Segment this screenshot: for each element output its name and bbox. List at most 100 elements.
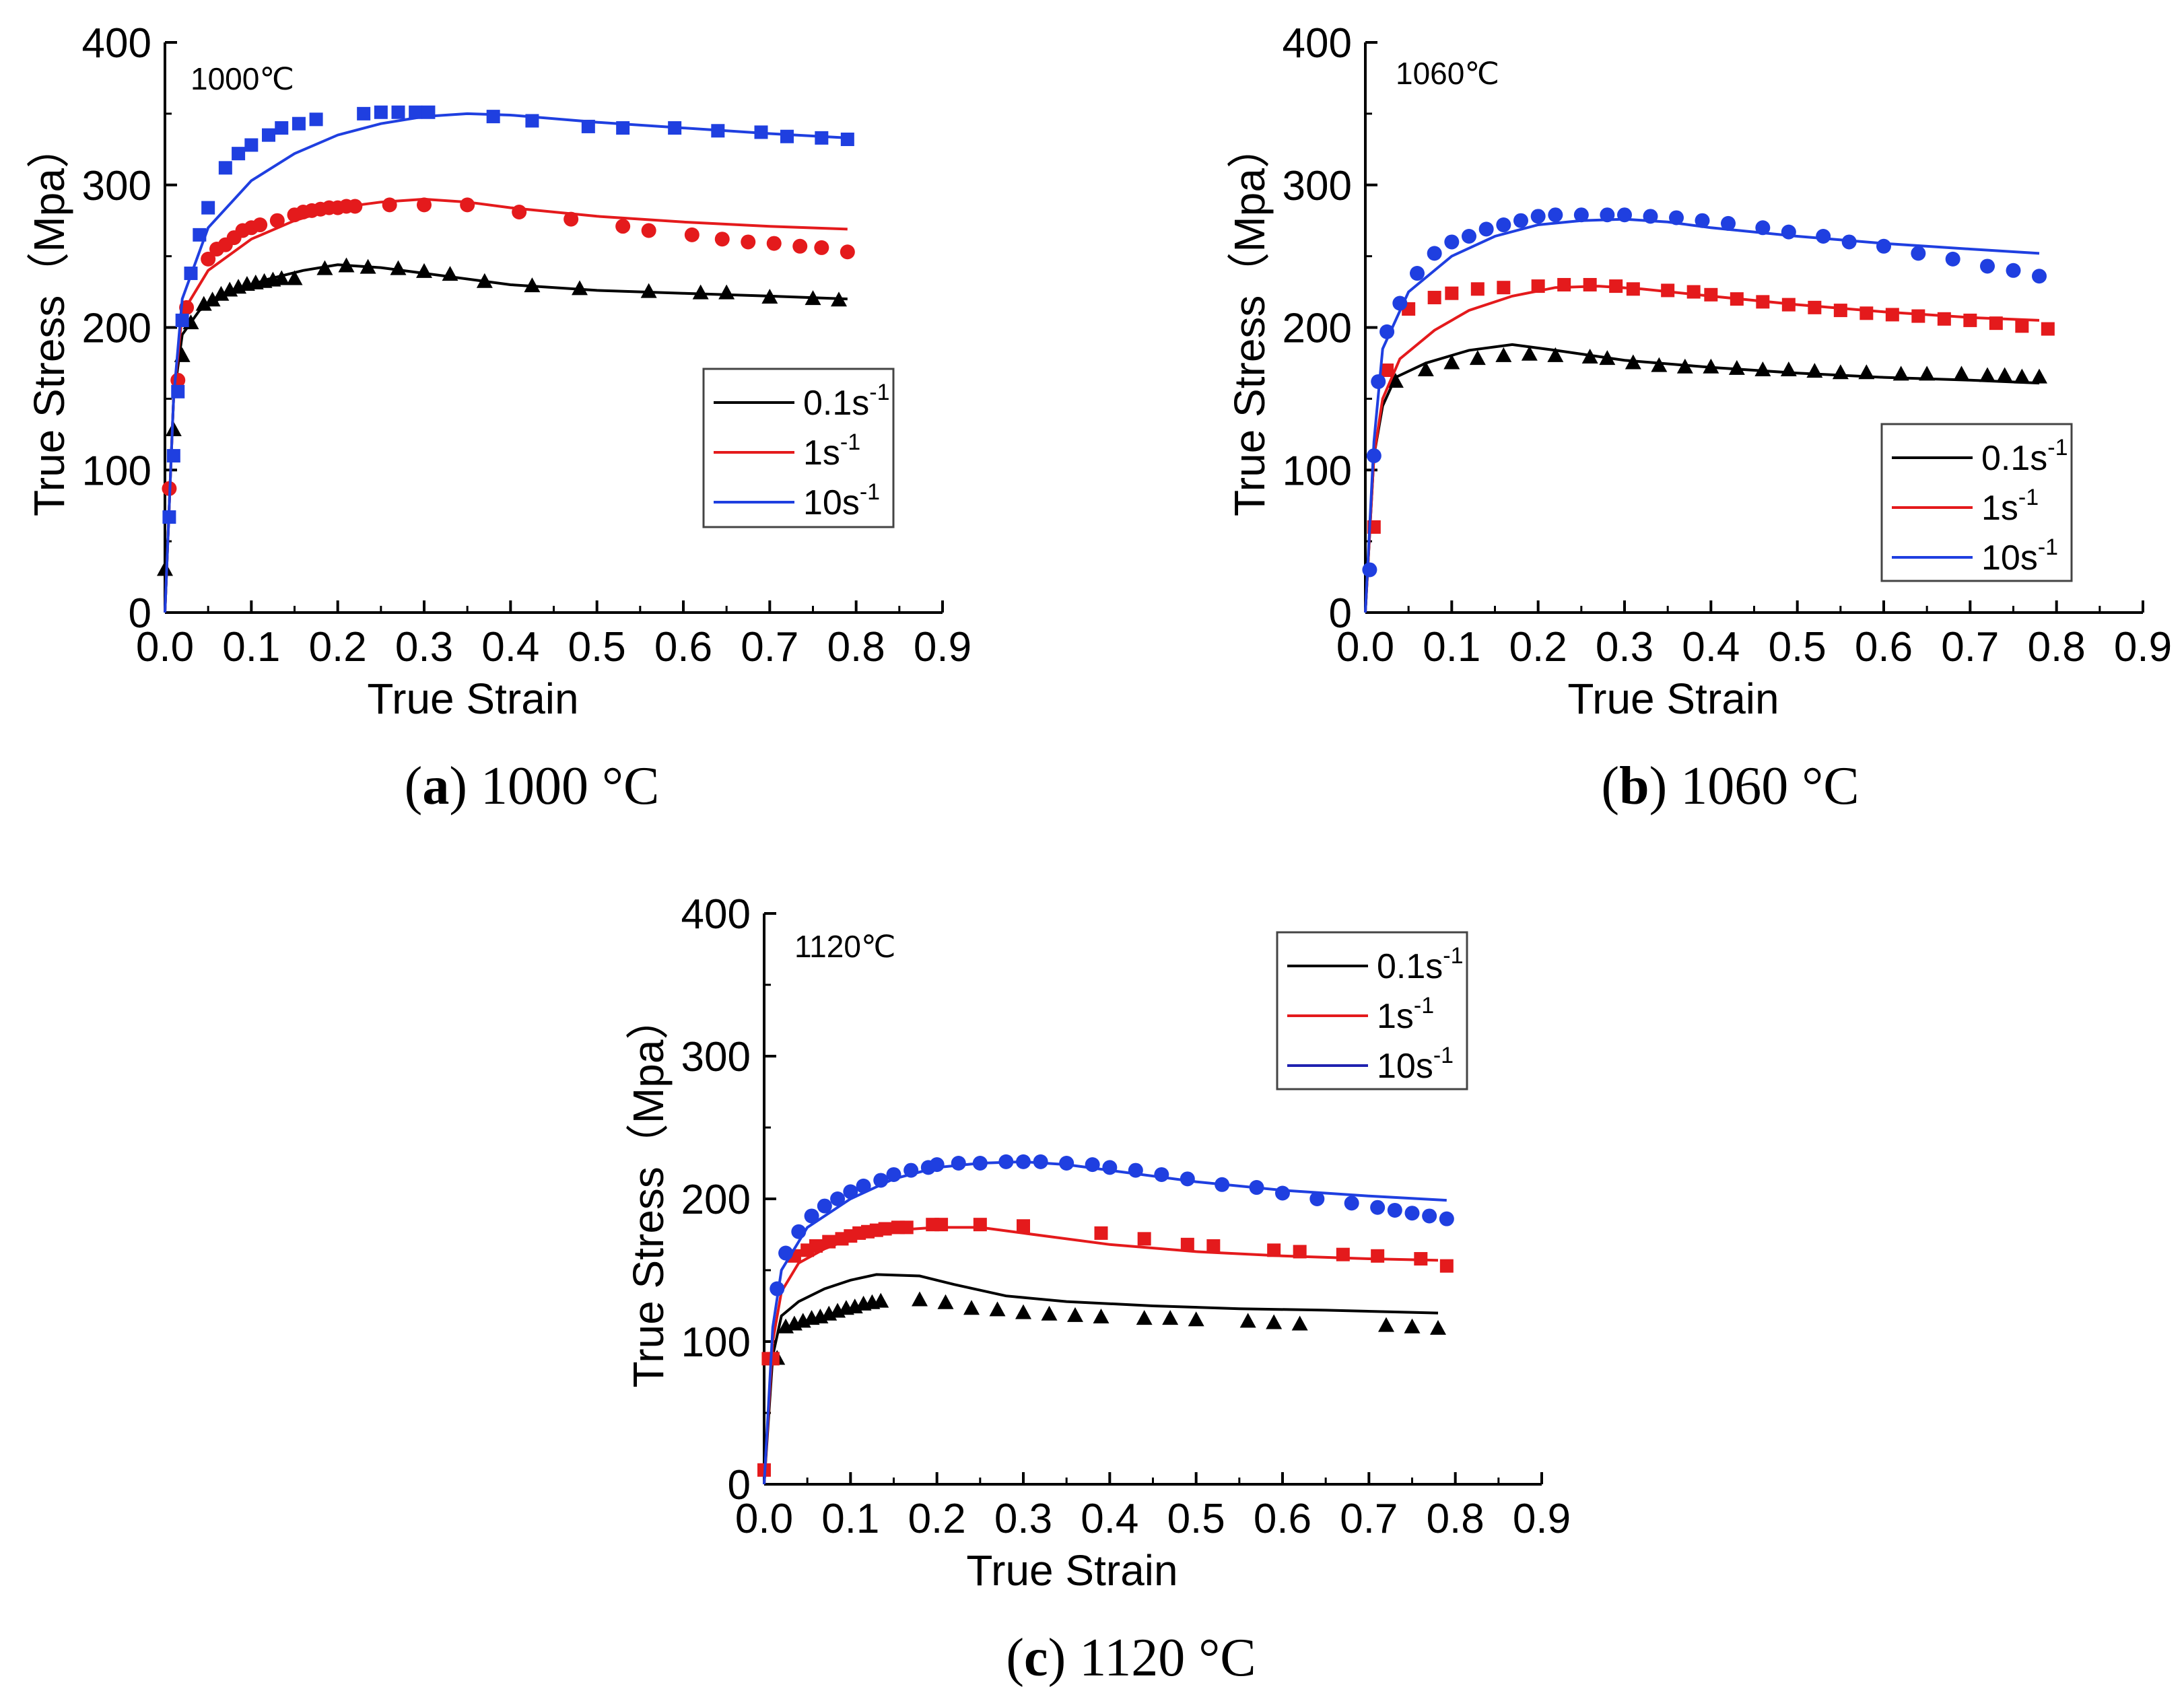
data-point: [1781, 224, 1796, 240]
y-axis-label: True Stress（Mpa）: [25, 125, 73, 516]
panel-caption: (c) 1120 °C: [1006, 1628, 1256, 1688]
data-point: [1496, 217, 1511, 233]
data-point: [1625, 354, 1641, 370]
x-tick-label: 0.5: [568, 624, 626, 670]
data-point: [615, 219, 631, 234]
y-tick-label: 400: [82, 20, 151, 67]
data-point: [831, 291, 847, 307]
data-point: [2031, 368, 2047, 384]
y-tick-label: 400: [681, 891, 751, 938]
caption-letter: c: [1024, 1628, 1048, 1688]
data-point: [1267, 1243, 1281, 1257]
x-tick-label: 0.1: [821, 1496, 879, 1542]
data-point: [347, 199, 363, 214]
y-tick-label: 300: [82, 163, 151, 209]
data-point: [1651, 357, 1668, 372]
data-point: [1661, 283, 1675, 298]
data-point: [316, 260, 333, 275]
data-point: [382, 197, 397, 213]
model-curve: [1364, 285, 2040, 613]
data-point: [1497, 281, 1511, 295]
data-point: [195, 296, 212, 311]
data-point: [899, 1220, 914, 1235]
data-point: [1059, 1156, 1074, 1171]
data-point: [1293, 1245, 1307, 1259]
data-point: [1387, 372, 1404, 388]
legend-label: 10s-1: [1981, 534, 2058, 578]
caption-paren-open: (: [405, 757, 423, 816]
data-point: [1754, 361, 1771, 377]
legend-label: 1s-1: [1981, 485, 2039, 528]
data-point: [1721, 215, 1736, 231]
x-tick-label: 0.7: [741, 624, 798, 670]
data-point: [572, 280, 588, 296]
data-point: [1102, 1160, 1118, 1175]
legend-label-sup: -1: [2038, 534, 2058, 560]
x-tick-label: 0.7: [1340, 1496, 1398, 1542]
data-point: [157, 561, 173, 576]
data-point: [840, 132, 854, 146]
data-point: [1422, 1208, 1437, 1224]
y-tick-label: 0: [129, 590, 151, 637]
data-point: [218, 161, 232, 175]
x-axis-label: True Strain: [1567, 674, 1779, 723]
x-tick-label: 0.4: [1081, 1496, 1138, 1542]
data-point: [1404, 1318, 1421, 1333]
data-point: [1067, 1307, 1083, 1322]
y-tick-label: 200: [681, 1177, 751, 1223]
caption-paren-close: ): [1048, 1628, 1066, 1688]
x-tick-label: 0.5: [1167, 1496, 1225, 1542]
data-point: [262, 128, 275, 142]
model-curve: [763, 1226, 1439, 1485]
data-point: [309, 112, 323, 127]
data-point: [766, 236, 782, 251]
temperature-annotation: 1060℃: [1396, 56, 1499, 91]
data-point: [1379, 324, 1395, 339]
data-point: [275, 121, 289, 135]
data-point: [1781, 298, 1796, 312]
data-point: [1695, 213, 1710, 228]
data-point: [1128, 1163, 1143, 1178]
data-point: [822, 1235, 836, 1249]
data-point: [1414, 1252, 1428, 1266]
data-point: [1806, 363, 1823, 378]
data-point: [175, 313, 189, 327]
x-tick-label: 0.1: [222, 624, 280, 670]
legend-box: [1880, 423, 2073, 582]
x-tick-label: 0.7: [1941, 624, 1999, 670]
data-point: [460, 197, 475, 213]
data-point: [741, 234, 756, 250]
data-point: [1380, 363, 1394, 378]
x-tick-label: 0.3: [1596, 624, 1653, 670]
data-point: [1600, 207, 1615, 223]
data-point: [1643, 209, 1658, 224]
y-tick-label: 300: [1283, 163, 1352, 209]
x-tick-label: 0.6: [654, 624, 712, 670]
data-point: [1686, 285, 1701, 299]
data-point: [754, 125, 768, 139]
x-tick-label: 0.9: [1513, 1496, 1571, 1542]
data-point: [2041, 322, 2055, 336]
data-point: [525, 114, 539, 128]
x-tick-label: 0.6: [1254, 1496, 1311, 1542]
legend-label-text: 10s: [803, 483, 860, 522]
legend-label-text: 1s: [1377, 997, 1414, 1036]
legend-label-text: 0.1s: [803, 384, 869, 423]
data-point: [1017, 1219, 1030, 1233]
data-point: [1599, 350, 1616, 366]
data-point: [1016, 1154, 1031, 1169]
y-axis-label: True Stress（Mpa）: [1225, 125, 1274, 516]
caption-paren-close: ): [1649, 757, 1668, 816]
data-point: [792, 238, 808, 254]
x-tick-label: 0.4: [1682, 624, 1740, 670]
legend-label-sup: -1: [840, 429, 860, 455]
data-point: [1989, 316, 2003, 331]
data-point: [1573, 207, 1589, 223]
data-point: [873, 1292, 889, 1308]
data-point: [409, 105, 423, 119]
x-tick-label: 0.8: [1427, 1496, 1485, 1542]
data-point: [213, 285, 230, 301]
caption-letter: b: [1619, 757, 1649, 816]
y-tick-label: 0: [728, 1462, 751, 1509]
